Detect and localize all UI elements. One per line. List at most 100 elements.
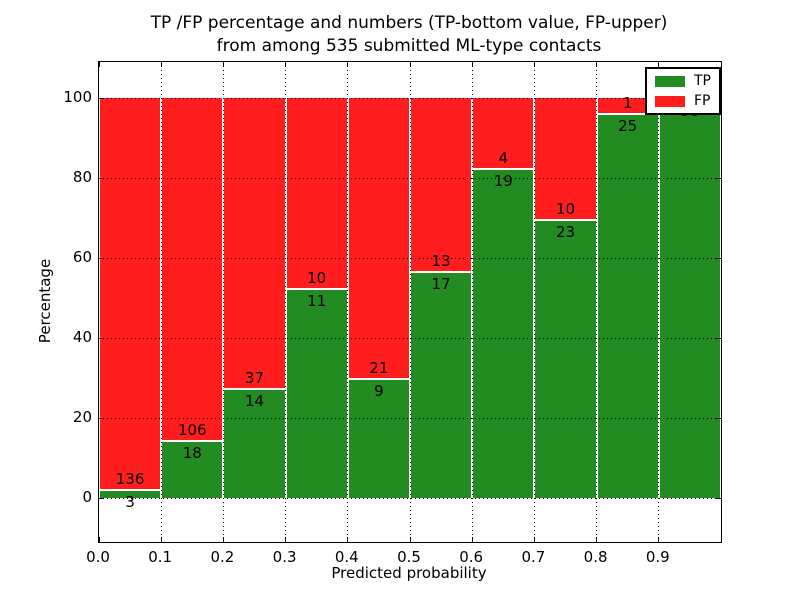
y-tick-label: 100 bbox=[63, 88, 92, 106]
y-axis-tick bbox=[99, 257, 104, 259]
x-axis-top-tick bbox=[596, 62, 598, 67]
y-tick-label: 60 bbox=[72, 248, 92, 266]
tp-count-label: 11 bbox=[307, 292, 327, 311]
x-axis-tick bbox=[471, 537, 473, 542]
tp-count-label: 17 bbox=[431, 275, 451, 294]
fp-count-label: 106 bbox=[177, 420, 207, 439]
fp-bar-segment bbox=[224, 98, 285, 389]
fp-bar-segment bbox=[411, 98, 472, 272]
x-axis-top-tick bbox=[222, 62, 224, 67]
x-axis-tick bbox=[98, 537, 100, 542]
tp-bar-segment bbox=[535, 219, 596, 498]
stacked-bar-0.2-0.3 bbox=[223, 98, 286, 498]
x-axis-top-tick bbox=[658, 62, 660, 67]
x-axis-tick bbox=[409, 537, 411, 542]
tp-bar-segment bbox=[411, 271, 472, 498]
stacked-bar-0.6-0.7 bbox=[472, 98, 535, 498]
x-axis-top-tick bbox=[347, 62, 349, 67]
x-axis-top-tick bbox=[98, 62, 100, 67]
tp-bar-segment bbox=[659, 98, 720, 498]
stacked-bar-0.0-0.1 bbox=[99, 98, 162, 498]
x-axis-tick bbox=[222, 537, 224, 542]
legend: TP FP bbox=[645, 67, 721, 115]
fp-count-label: 10 bbox=[307, 269, 327, 288]
y-axis-tick bbox=[99, 177, 104, 179]
tp-count-label: 18 bbox=[182, 443, 202, 462]
stacked-bar-0.8-0.9 bbox=[596, 98, 659, 498]
x-axis-tick bbox=[285, 537, 287, 542]
fp-bar-segment bbox=[162, 98, 223, 440]
x-tick-label: 0.0 bbox=[86, 548, 110, 566]
tp-count-label: 23 bbox=[555, 223, 576, 242]
y-axis-right-tick bbox=[716, 497, 721, 499]
gridline-vertical bbox=[409, 62, 411, 542]
fp-count-label: 4 bbox=[498, 148, 509, 167]
gridline-vertical bbox=[533, 62, 535, 542]
x-tick-label: 0.3 bbox=[272, 548, 297, 566]
x-axis-label: Predicted probability bbox=[331, 564, 487, 582]
x-tick-label: 0.8 bbox=[583, 548, 608, 566]
tp-bar-segment bbox=[162, 439, 223, 498]
x-axis-tick bbox=[347, 537, 349, 542]
x-tick-label: 0.9 bbox=[645, 548, 670, 566]
x-tick-label: 0.2 bbox=[210, 548, 235, 566]
gridline-vertical bbox=[222, 62, 224, 542]
tp-count-label: 14 bbox=[244, 392, 265, 411]
gridline-vertical bbox=[596, 62, 598, 542]
gridline-vertical bbox=[160, 62, 162, 542]
legend-label-tp: TP bbox=[694, 73, 711, 89]
y-axis-right-tick bbox=[716, 257, 721, 259]
fp-bar-segment bbox=[473, 98, 534, 168]
x-tick-label: 0.7 bbox=[521, 548, 546, 566]
x-tick-label: 0.6 bbox=[459, 548, 484, 566]
y-axis-right-tick bbox=[716, 417, 721, 419]
gridline-vertical bbox=[347, 62, 349, 542]
legend-label-fp: FP bbox=[694, 93, 711, 109]
y-tick-label: 80 bbox=[72, 168, 92, 186]
chart-title: TP /FP percentage and numbers (TP-bottom… bbox=[98, 12, 720, 58]
tp-bar-segment bbox=[286, 288, 347, 498]
x-axis-tick bbox=[596, 537, 598, 542]
x-axis-top-tick bbox=[160, 62, 162, 67]
stacked-bar-0.9-1.0 bbox=[658, 98, 721, 498]
tp-count-label: 19 bbox=[493, 171, 513, 190]
y-axis-right-tick bbox=[716, 177, 721, 179]
stacked-bar-0.1-0.2 bbox=[161, 98, 224, 498]
tp-count-label: 9 bbox=[374, 382, 384, 400]
tp-bar-segment bbox=[348, 378, 409, 498]
fp-bar-segment bbox=[597, 98, 658, 114]
tp-bar-segment bbox=[100, 489, 161, 498]
y-axis-tick bbox=[99, 337, 104, 339]
tp-legend-swatch-icon bbox=[655, 75, 685, 87]
gridline-vertical bbox=[285, 62, 287, 542]
fp-bar-segment bbox=[286, 98, 347, 289]
tp-count-label: 3 bbox=[125, 493, 135, 512]
x-tick-label: 0.4 bbox=[334, 548, 359, 566]
legend-item-fp: FP bbox=[655, 94, 711, 108]
tp-bar-segment bbox=[597, 113, 658, 498]
tp-count-label: 25 bbox=[618, 117, 638, 136]
y-tick-label: 40 bbox=[72, 328, 92, 346]
x-axis-tick bbox=[658, 537, 660, 542]
x-axis-top-tick bbox=[285, 62, 287, 67]
x-tick-label: 0.5 bbox=[397, 548, 421, 566]
tp-bar-segment bbox=[224, 388, 285, 498]
stacked-bar-0.7-0.8 bbox=[534, 98, 597, 498]
fp-count-label: 10 bbox=[555, 200, 576, 219]
x-axis-tick bbox=[160, 537, 162, 542]
fp-bar-segment bbox=[348, 98, 409, 378]
tp-bar-segment bbox=[473, 167, 534, 498]
fp-count-label: 136 bbox=[115, 470, 145, 489]
y-axis-right-tick bbox=[716, 337, 721, 339]
x-axis-top-tick bbox=[409, 62, 411, 67]
fp-count-label: 37 bbox=[244, 369, 265, 388]
y-tick-label: 0 bbox=[82, 488, 92, 506]
y-axis-tick bbox=[99, 497, 104, 499]
fp-count-label: 21 bbox=[369, 359, 389, 377]
y-tick-label: 20 bbox=[72, 408, 92, 426]
stacked-bar-0.3-0.4 bbox=[285, 98, 348, 498]
stacked-bar-0.5-0.6 bbox=[410, 98, 473, 498]
gridline-vertical bbox=[658, 62, 660, 542]
y-axis-tick bbox=[99, 97, 104, 99]
